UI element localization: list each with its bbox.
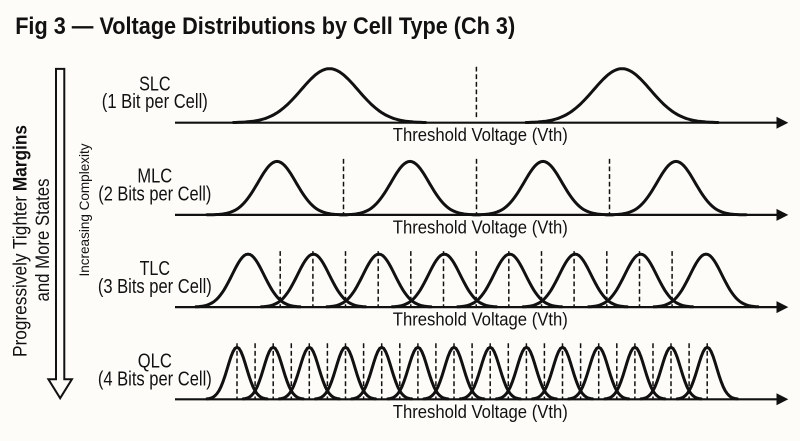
svg-text:SLC: SLC — [139, 72, 171, 95]
svg-text:Threshold Voltage (Vth): Threshold Voltage (Vth) — [393, 216, 568, 237]
svg-text:Threshold Voltage (Vth): Threshold Voltage (Vth) — [393, 309, 568, 330]
svg-text:MLC: MLC — [137, 165, 172, 188]
svg-text:Threshold Voltage (Vth): Threshold Voltage (Vth) — [393, 124, 568, 145]
svg-text:(4 Bits per Cell): (4 Bits per Cell) — [98, 369, 212, 391]
svg-text:and More States: and More States — [33, 179, 54, 302]
svg-text:(2 Bits per Cell): (2 Bits per Cell) — [98, 184, 211, 206]
svg-text:Increasing Complexity: Increasing Complexity — [76, 144, 92, 277]
svg-text:Threshold Voltage (Vth): Threshold Voltage (Vth) — [393, 401, 568, 422]
svg-text:(1 Bit per Cell): (1 Bit per Cell) — [102, 91, 208, 113]
svg-text:Progressively Tighter Margins: Progressively Tighter Margins — [10, 125, 31, 357]
svg-text:Fig 3 — Voltage Distributions: Fig 3 — Voltage Distributions by Cell Ty… — [15, 13, 515, 40]
svg-text:TLC: TLC — [140, 257, 171, 280]
svg-text:(3 Bits per Cell): (3 Bits per Cell) — [98, 276, 212, 298]
svg-text:QLC: QLC — [138, 349, 172, 372]
